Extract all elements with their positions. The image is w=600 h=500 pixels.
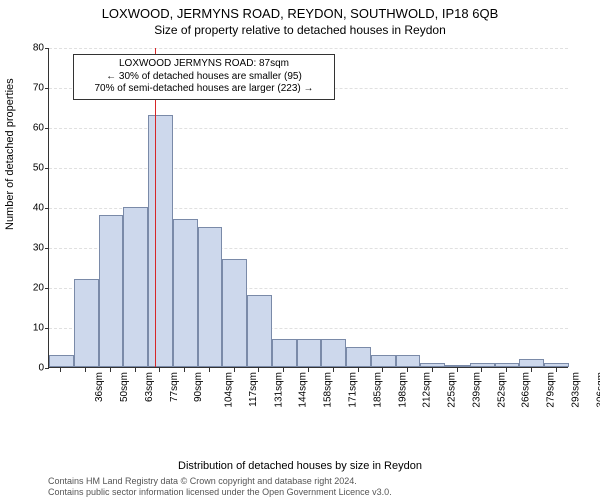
- gridline: [49, 48, 568, 49]
- xtick-label: 171sqm: [348, 372, 359, 408]
- x-axis-label: Distribution of detached houses by size …: [0, 460, 600, 472]
- xtick-mark: [184, 368, 185, 372]
- histogram-bar: [272, 339, 297, 367]
- xtick-label: 293sqm: [570, 372, 581, 408]
- xtick-label: 185sqm: [372, 372, 383, 408]
- ytick-label: 30: [20, 243, 44, 254]
- histogram-bar: [321, 339, 346, 367]
- annotation-box: LOXWOOD JERMYNS ROAD: 87sqm← 30% of deta…: [73, 54, 335, 100]
- xtick-label: 36sqm: [94, 372, 105, 402]
- xtick-mark: [358, 368, 359, 372]
- xtick-label: 225sqm: [447, 372, 458, 408]
- ytick-label: 40: [20, 203, 44, 214]
- footer-attribution: Contains HM Land Registry data © Crown c…: [48, 476, 392, 498]
- plot-region: LOXWOOD JERMYNS ROAD: 87sqm← 30% of deta…: [48, 48, 568, 368]
- xtick-label: 198sqm: [397, 372, 408, 408]
- histogram-bar: [173, 219, 198, 367]
- histogram-bar: [247, 295, 272, 367]
- histogram-bar: [74, 279, 99, 367]
- xtick-label: 239sqm: [471, 372, 482, 408]
- ytick-label: 80: [20, 43, 44, 54]
- ytick-label: 70: [20, 83, 44, 94]
- xtick-label: 117sqm: [248, 372, 259, 407]
- ytick-label: 60: [20, 123, 44, 134]
- xtick-mark: [110, 368, 111, 372]
- xtick-label: 306sqm: [595, 372, 600, 408]
- xtick-mark: [60, 368, 61, 372]
- histogram-bar: [445, 365, 470, 367]
- chart-container: LOXWOOD, JERMYNS ROAD, REYDON, SOUTHWOLD…: [0, 0, 600, 500]
- ytick-mark: [45, 368, 49, 369]
- ytick-mark: [45, 248, 49, 249]
- histogram-bar: [420, 363, 445, 367]
- gridline: [49, 128, 568, 129]
- annotation-line: ← 30% of detached houses are smaller (95…: [79, 71, 329, 84]
- xtick-mark: [234, 368, 235, 372]
- xtick-label: 90sqm: [193, 372, 204, 402]
- xtick-label: 63sqm: [144, 372, 155, 402]
- footer-line: Contains HM Land Registry data © Crown c…: [48, 476, 392, 487]
- xtick-label: 252sqm: [496, 372, 507, 408]
- y-axis-label: Number of detached properties: [4, 78, 16, 230]
- ytick-mark: [45, 328, 49, 329]
- histogram-bar: [99, 215, 124, 367]
- xtick-mark: [333, 368, 334, 372]
- annotation-line: 70% of semi-detached houses are larger (…: [79, 83, 329, 96]
- ytick-mark: [45, 88, 49, 89]
- histogram-bar: [297, 339, 322, 367]
- xtick-mark: [308, 368, 309, 372]
- histogram-bar: [222, 259, 247, 367]
- xtick-mark: [556, 368, 557, 372]
- ytick-mark: [45, 128, 49, 129]
- xtick-mark: [432, 368, 433, 372]
- chart-area: LOXWOOD JERMYNS ROAD: 87sqm← 30% of deta…: [48, 48, 568, 408]
- ytick-mark: [45, 168, 49, 169]
- ytick-label: 10: [20, 323, 44, 334]
- histogram-bar: [371, 355, 396, 367]
- ytick-label: 50: [20, 163, 44, 174]
- ytick-label: 0: [20, 363, 44, 374]
- xtick-mark: [506, 368, 507, 372]
- histogram-bar: [123, 207, 148, 367]
- xtick-label: 144sqm: [298, 372, 309, 408]
- histogram-bar: [470, 363, 495, 367]
- xtick-label: 158sqm: [323, 372, 334, 408]
- xtick-mark: [382, 368, 383, 372]
- xtick-mark: [135, 368, 136, 372]
- histogram-bar: [148, 115, 173, 367]
- xtick-mark: [531, 368, 532, 372]
- footer-line: Contains public sector information licen…: [48, 487, 392, 498]
- histogram-bar: [396, 355, 421, 367]
- xtick-mark: [407, 368, 408, 372]
- xtick-label: 131sqm: [273, 372, 284, 408]
- histogram-bar: [495, 363, 520, 367]
- histogram-bar: [49, 355, 74, 367]
- xtick-mark: [159, 368, 160, 372]
- xtick-label: 266sqm: [521, 372, 532, 408]
- histogram-bar: [519, 359, 544, 367]
- ytick-label: 20: [20, 283, 44, 294]
- xtick-label: 104sqm: [224, 372, 235, 408]
- histogram-bar: [346, 347, 371, 367]
- ytick-mark: [45, 208, 49, 209]
- histogram-bar: [198, 227, 223, 367]
- chart-subtitle: Size of property relative to detached ho…: [0, 21, 600, 37]
- xtick-label: 50sqm: [119, 372, 130, 402]
- xtick-label: 77sqm: [169, 372, 180, 402]
- chart-title: LOXWOOD, JERMYNS ROAD, REYDON, SOUTHWOLD…: [0, 0, 600, 21]
- annotation-line: LOXWOOD JERMYNS ROAD: 87sqm: [79, 58, 329, 71]
- xtick-mark: [457, 368, 458, 372]
- xtick-mark: [283, 368, 284, 372]
- ytick-mark: [45, 48, 49, 49]
- xtick-label: 212sqm: [422, 372, 433, 408]
- gridline: [49, 168, 568, 169]
- ytick-mark: [45, 288, 49, 289]
- xtick-mark: [258, 368, 259, 372]
- histogram-bar: [544, 363, 569, 367]
- xtick-mark: [85, 368, 86, 372]
- xtick-mark: [209, 368, 210, 372]
- xtick-label: 279sqm: [546, 372, 557, 408]
- xtick-mark: [481, 368, 482, 372]
